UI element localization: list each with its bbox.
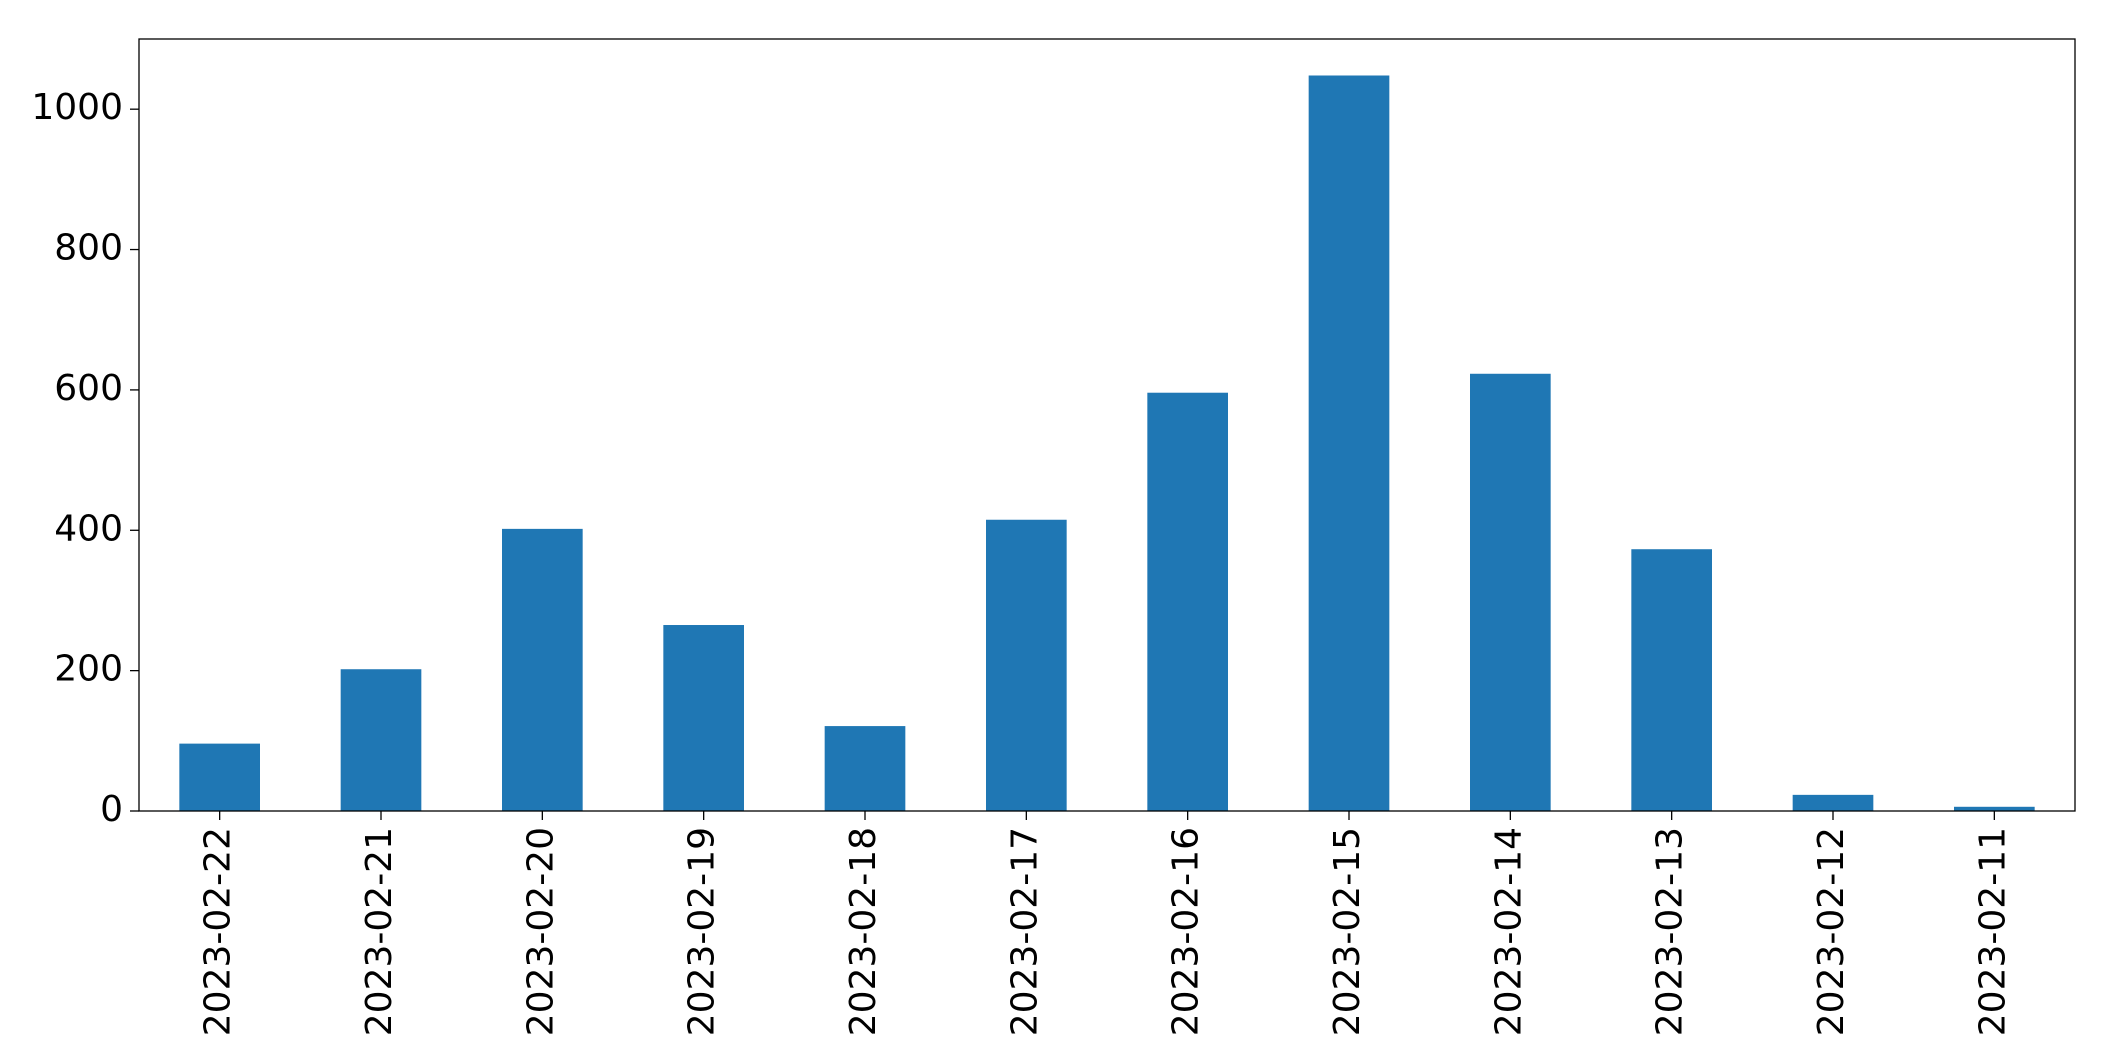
x-tick-label: 2023-02-12 — [1811, 827, 1852, 1036]
bar — [1954, 806, 2035, 811]
bar — [179, 743, 260, 811]
x-tick-label: 2023-02-17 — [1004, 827, 1045, 1036]
y-tick-label: 200 — [54, 649, 123, 690]
x-tick-label: 2023-02-20 — [520, 827, 561, 1036]
plot-frame — [138, 38, 2076, 812]
bar — [1308, 75, 1390, 811]
x-tick-label: 2023-02-18 — [843, 827, 884, 1036]
x-tick-label: 2023-02-13 — [1650, 827, 1691, 1036]
bar — [663, 625, 744, 811]
y-tick-label: 400 — [54, 508, 123, 549]
bar — [1631, 549, 1712, 811]
y-tick-label: 0 — [100, 789, 123, 830]
y-tick-label: 800 — [54, 228, 123, 269]
bar — [340, 669, 422, 811]
x-tick-label: 2023-02-16 — [1166, 827, 1207, 1036]
bar — [1470, 373, 1551, 811]
bar — [1147, 392, 1228, 811]
y-tick-label: 1000 — [31, 87, 123, 128]
x-tick-label: 2023-02-14 — [1488, 827, 1529, 1036]
x-tick-label: 2023-02-15 — [1327, 827, 1368, 1036]
bar — [1792, 794, 1874, 811]
bar — [986, 519, 1067, 811]
y-tick-label: 600 — [54, 368, 123, 409]
bar — [824, 726, 906, 811]
bar — [502, 528, 583, 811]
x-tick-label: 2023-02-19 — [682, 827, 723, 1036]
x-tick-label: 2023-02-22 — [198, 827, 239, 1036]
x-tick-label: 2023-02-11 — [1972, 827, 2013, 1036]
x-tick-label: 2023-02-21 — [359, 827, 400, 1036]
